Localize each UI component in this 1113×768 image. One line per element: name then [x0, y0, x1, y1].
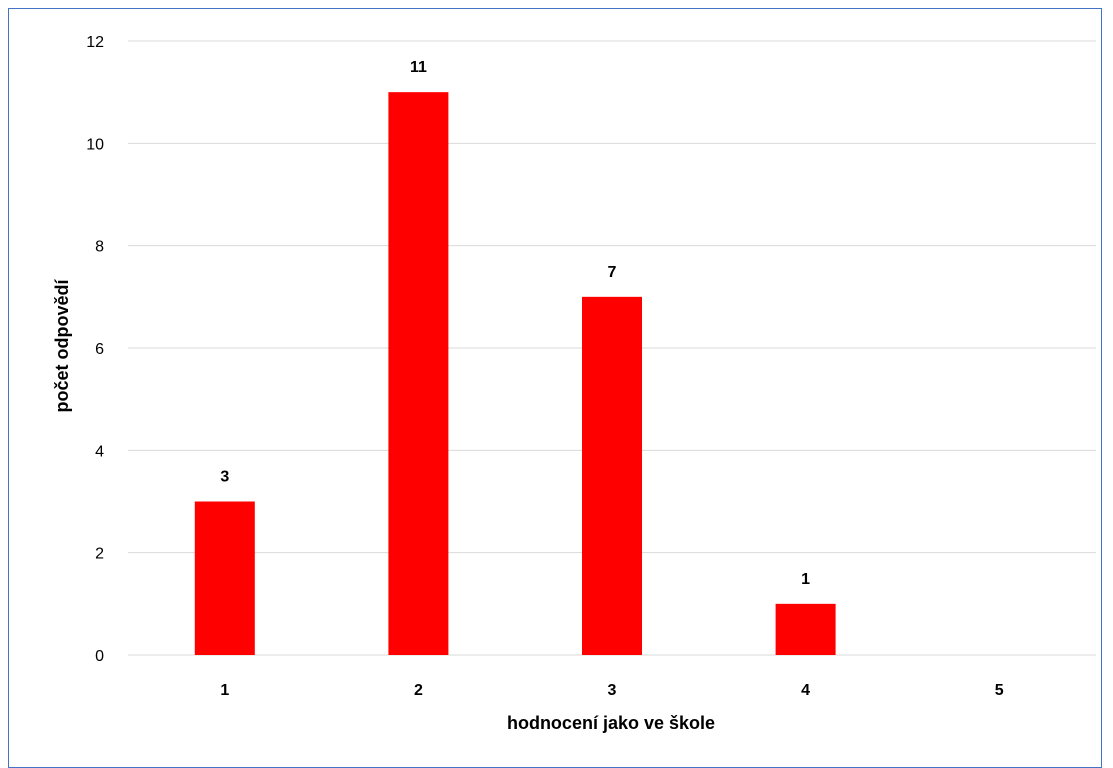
x-tick-labels: 1 2 3 4 5 [220, 682, 1003, 699]
x-tick-label: 3 [608, 682, 617, 699]
data-label: 11 [410, 59, 427, 76]
y-tick-label: 2 [95, 546, 104, 563]
x-tick-label: 4 [801, 682, 810, 699]
y-tick-label: 8 [95, 239, 104, 256]
gridlines [128, 40, 1096, 656]
bar [775, 603, 836, 655]
data-label: 1 [801, 571, 810, 588]
y-tick-label: 6 [95, 341, 104, 358]
x-tick-label: 5 [995, 682, 1004, 699]
y-tick-label: 10 [86, 136, 104, 153]
y-tick-label: 4 [95, 443, 104, 460]
x-tick-label: 1 [220, 682, 229, 699]
bar [582, 296, 642, 655]
y-axis-title: počet odpovědí [52, 279, 72, 413]
y-tick-label: 0 [95, 648, 104, 665]
data-label: 3 [220, 469, 229, 486]
chart-frame [8, 8, 1102, 768]
y-tick-label: 12 [86, 34, 104, 51]
bar [194, 501, 255, 655]
data-labels: 3 11 7 1 [220, 59, 810, 588]
bar [388, 92, 449, 655]
y-tick-labels: 0 2 4 6 8 10 12 [86, 34, 104, 665]
x-axis-title: hodnocení jako ve škole [507, 713, 715, 733]
x-tick-label: 2 [414, 682, 423, 699]
bars [194, 92, 836, 655]
data-label: 7 [608, 264, 617, 281]
